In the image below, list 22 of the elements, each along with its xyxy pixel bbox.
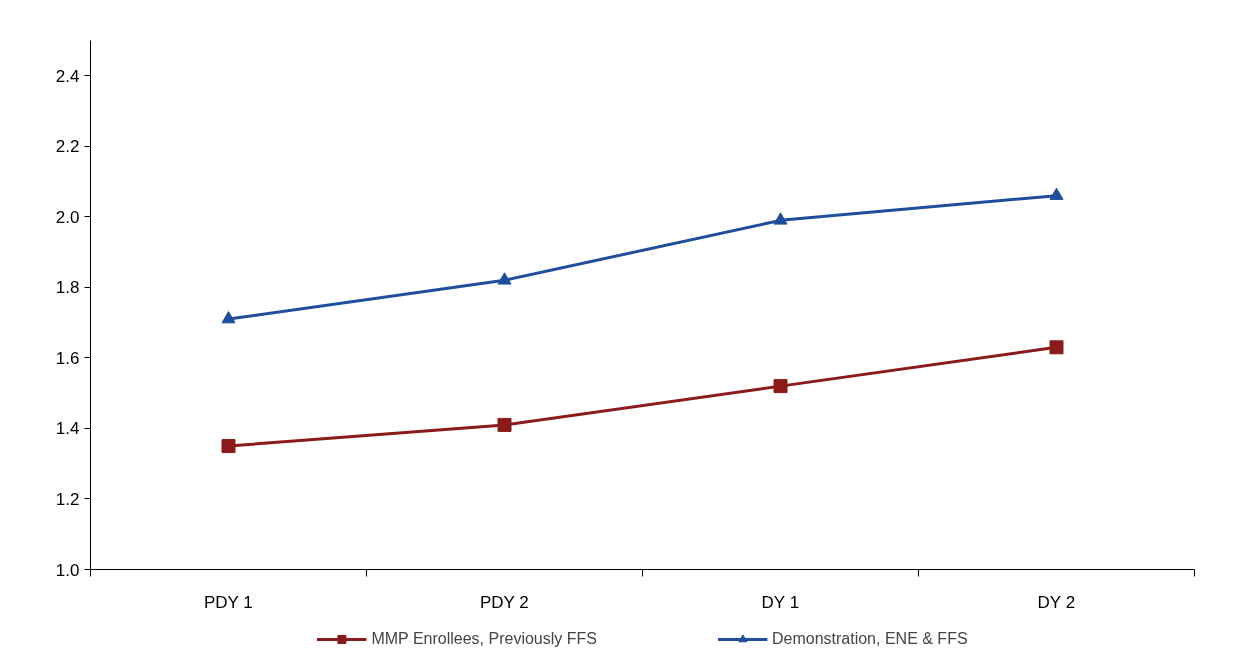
x-tick-label: DY 1 (761, 592, 800, 612)
x-tick-label: PDY 1 (203, 592, 253, 612)
y-tick-label: 1.0 (55, 560, 80, 580)
point (221, 311, 236, 324)
y-tick-label: 2.4 (55, 66, 80, 86)
point (497, 272, 512, 285)
y-tick-label: 1.4 (55, 419, 80, 439)
x-tick-label: DY 2 (1037, 592, 1076, 612)
point (221, 439, 236, 454)
y-tick-label: 2.0 (55, 207, 80, 227)
y-tick-label: 2.2 (55, 137, 80, 157)
x-tick-label: PDY 2 (479, 592, 529, 612)
y-tick-label: 1.2 (55, 489, 80, 509)
point (773, 379, 788, 394)
point (497, 417, 512, 432)
point (1049, 340, 1064, 355)
point (1049, 187, 1064, 200)
point (773, 212, 788, 225)
legend-label: Demonstration, ENE & FFS (771, 630, 968, 648)
y-tick-label: 1.6 (55, 348, 80, 368)
legend-label: MMP Enrollees, Previously FFS (371, 630, 597, 648)
y-tick-label: 1.8 (55, 278, 80, 298)
